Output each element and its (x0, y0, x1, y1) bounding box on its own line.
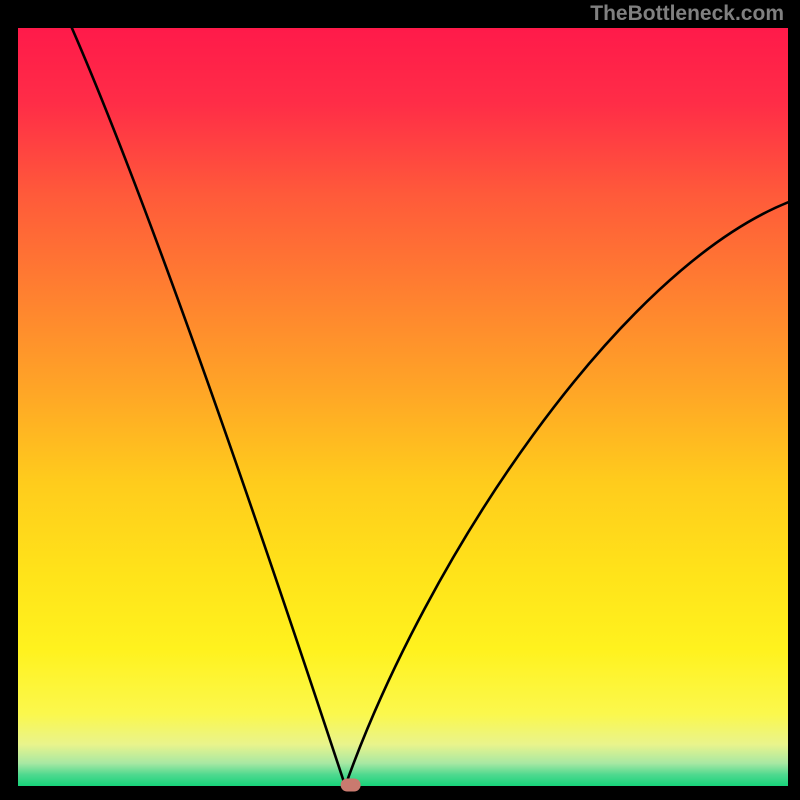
plot-background (18, 28, 788, 786)
watermark-text: TheBottleneck.com (590, 2, 784, 26)
chart-container: TheBottleneck.com (0, 0, 800, 800)
bottleneck-chart-svg (0, 0, 800, 800)
apex-marker (341, 779, 361, 792)
